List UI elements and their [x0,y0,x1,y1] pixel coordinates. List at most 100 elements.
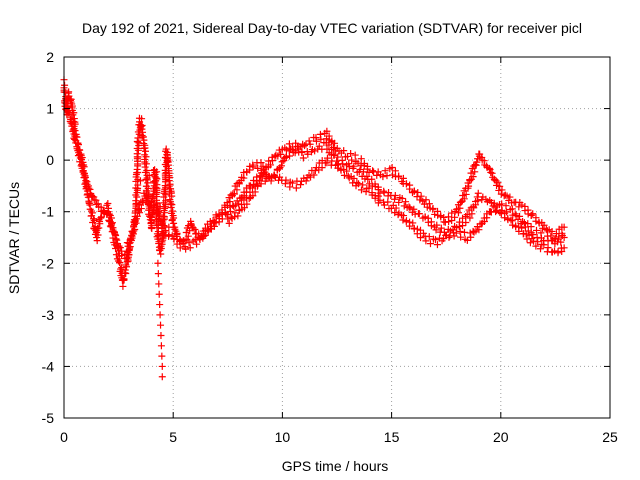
data-point-track-c [498,200,506,208]
data-point-track-c [503,208,511,216]
data-point-track-a [187,217,195,225]
data-point-track-c [416,234,424,242]
data-point-track-c [256,176,264,184]
data-point-track-a [90,217,98,225]
data-point-track-a [506,193,514,201]
data-point-track-b [518,224,526,232]
data-point-track-c [355,180,363,188]
data-point-track-c [502,202,510,210]
data-point-track-a [448,217,456,225]
data-point-track-b [292,139,300,147]
data-point-track-b [85,182,93,190]
data-point-track-a [93,237,101,245]
data-point-track-c [508,205,516,213]
data-point-track-b [437,224,445,232]
data-point-spike [154,259,162,267]
data-point-track-c [384,198,392,206]
data-point-track-b [410,205,418,213]
data-point-track-a [97,214,105,222]
data-point-track-b [391,192,399,200]
data-point-track-c [400,212,408,220]
data-point-track-c [288,179,296,187]
data-point-track-b [544,244,552,252]
data-point-track-c [516,212,524,220]
data-point-track-c [399,216,407,224]
data-point-track-a [301,142,309,150]
data-point-track-b [97,203,105,211]
data-point-track-a [163,151,171,159]
data-point-track-b [304,150,312,158]
data-point-track-a [524,206,532,214]
data-point-track-b [415,210,423,218]
data-point-track-a [357,155,365,163]
data-point-scatter-early [143,187,151,195]
data-point-track-a [527,211,535,219]
data-point-track-b [405,203,413,211]
data-point-track-b [204,226,212,234]
data-point-track-a [141,168,149,176]
data-point-spike [155,280,163,288]
x-tick-label: 25 [602,429,618,445]
x-tick-label: 5 [169,429,177,445]
data-point-track-c [422,237,430,245]
data-point-track-c [560,234,568,241]
data-point-track-b [67,119,75,127]
data-point-track-b [267,161,275,169]
data-point-track-c [532,226,540,234]
data-point-spike [158,373,166,381]
data-point-track-a [158,238,166,246]
data-point-track-c [413,230,421,238]
data-point-track-a [498,186,506,194]
data-point-track-a [312,137,320,145]
data-point-track-a [138,115,146,123]
data-point-track-b [155,207,163,215]
data-point-track-a [347,150,355,158]
data-point-track-b [459,214,467,222]
data-point-track-b [94,200,102,208]
data-point-track-a [414,188,422,196]
data-point-track-b [339,160,347,168]
data-point-track-a [457,198,465,206]
data-point-track-b [162,227,170,235]
data-point-track-c [357,186,365,194]
data-point-track-a [454,209,462,217]
data-point-track-b [371,183,379,191]
data-point-track-c [410,224,418,232]
data-point-track-c [457,233,465,241]
data-point-track-b [558,248,566,256]
data-point-track-c [297,181,305,189]
data-point-track-a [168,209,176,217]
data-point-track-b [402,198,410,206]
data-point-track-c [292,184,300,192]
data-point-track-c [380,201,388,209]
data-point-track-a [162,191,170,199]
data-point-track-a [138,125,146,133]
y-tick-label: -2 [42,255,55,271]
axes [63,56,611,419]
data-point-track-c [362,188,370,196]
data-point-track-b [292,147,300,155]
data-point-track-c [524,220,532,228]
data-point-track-b [125,246,133,254]
data-point-track-a [165,182,173,190]
y-tick-label: -1 [42,204,55,220]
data-point-track-b [112,232,120,240]
data-point-scatter-early [123,239,131,247]
data-point-track-a [471,168,479,176]
data-point-track-b [222,210,230,218]
data-point-track-a [444,213,452,221]
data-point-track-b [126,243,134,251]
data-point-track-b [560,244,568,252]
data-point-track-b [507,216,515,224]
data-point-track-a [369,167,377,175]
data-point-track-a [133,144,141,152]
data-point-track-a [86,205,94,213]
data-point-track-b [433,221,441,229]
data-point-track-a [480,157,488,165]
x-tick-label: 0 [60,429,68,445]
data-point-track-a [93,224,101,232]
data-point-track-b [374,183,382,191]
data-point-track-a [389,171,397,179]
data-point-track-a [560,223,568,231]
data-point-track-a [148,217,156,225]
